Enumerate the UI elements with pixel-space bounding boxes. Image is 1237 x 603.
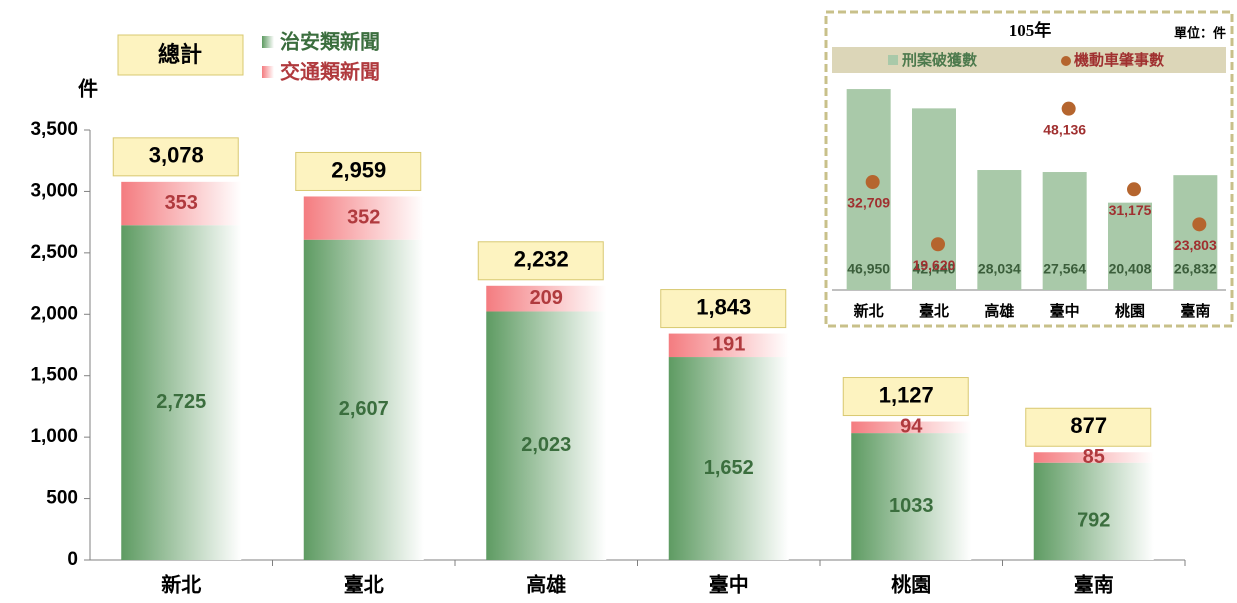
legend-swatch: [262, 36, 274, 48]
x-tick-label: 臺中: [1050, 302, 1080, 320]
value-label: 48,136: [1043, 121, 1086, 137]
legend-swatch: [888, 55, 898, 65]
x-tick-label: 臺北: [344, 573, 384, 596]
total-label: 1,843: [696, 294, 751, 319]
dot: [1127, 182, 1141, 196]
total-label: 2,232: [514, 247, 569, 272]
y-axis-label: 件: [78, 76, 98, 100]
value-label: 353: [165, 192, 198, 214]
y-tick-label: 1,500: [30, 365, 78, 386]
y-tick-label: 3,000: [30, 180, 78, 201]
total-label: 2,959: [331, 157, 386, 182]
value-label: 26,832: [1174, 261, 1217, 277]
y-tick-label: 500: [46, 488, 78, 509]
value-label: 27,564: [1043, 261, 1086, 277]
value-label: 19,620: [913, 257, 956, 273]
x-tick-label: 高雄: [526, 572, 566, 596]
y-tick-label: 0: [67, 549, 78, 570]
legend-label: 交通類新聞: [280, 59, 380, 83]
value-label: 23,803: [1174, 237, 1217, 253]
total-legend: 總計: [158, 42, 202, 67]
chart: 件 總計 105年 單位：件 0 500 1,000 1,500 2,000 2,500 3…: [0, 0, 1237, 603]
value-label: 1033: [889, 495, 934, 517]
y-tick-label: 2,500: [30, 242, 78, 263]
x-tick-label: 新北: [161, 572, 201, 596]
dot: [1192, 217, 1206, 231]
value-label: 31,175: [1109, 202, 1152, 218]
value-label: 28,034: [978, 261, 1021, 277]
x-tick-label: 桃園: [891, 573, 931, 596]
dot: [866, 175, 880, 189]
dot: [931, 237, 945, 251]
legend-label: 治安類新聞: [280, 29, 380, 53]
x-tick-label: 臺北: [919, 302, 949, 320]
legend-label: 機動車肇事數: [1074, 51, 1164, 69]
value-label: 2,725: [156, 391, 206, 413]
y-tick-label: 1,000: [30, 426, 78, 447]
value-label: 85: [1083, 446, 1105, 468]
total-label: 1,127: [879, 382, 934, 407]
dot: [1062, 102, 1076, 116]
y-tick-label: 2,000: [30, 303, 78, 324]
value-label: 46,950: [847, 261, 890, 277]
value-label: 209: [530, 287, 563, 309]
value-label: 2,023: [521, 434, 571, 456]
y-tick-label: 3,500: [30, 119, 78, 140]
x-tick-label: 新北: [854, 302, 884, 320]
total-label: 3,078: [149, 143, 204, 168]
inset-unit: 單位：件: [1174, 25, 1226, 40]
x-tick-label: 臺南: [1180, 302, 1210, 320]
x-tick-label: 桃園: [1115, 302, 1145, 320]
x-tick-label: 臺南: [1074, 573, 1114, 596]
value-label: 2,607: [339, 398, 389, 420]
value-label: 1,652: [704, 457, 754, 479]
x-tick-label: 臺中: [709, 572, 749, 596]
value-label: 94: [900, 416, 923, 438]
legend-swatch: [1061, 56, 1071, 66]
total-label: 877: [1070, 413, 1107, 438]
value-label: 20,408: [1109, 261, 1152, 277]
legend-label: 刑案破獲數: [902, 51, 977, 69]
inset-title: 105年: [1009, 20, 1052, 40]
value-label: 32,709: [847, 195, 890, 211]
x-tick-label: 高雄: [984, 302, 1014, 320]
legend-swatch: [262, 66, 274, 78]
value-label: 792: [1077, 510, 1110, 532]
value-label: 352: [347, 206, 380, 228]
value-label: 191: [712, 334, 745, 356]
